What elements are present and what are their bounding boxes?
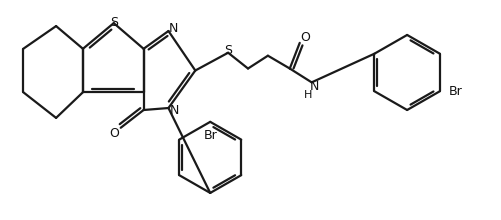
Text: Br: Br [203, 129, 216, 142]
Text: O: O [109, 127, 118, 140]
Text: S: S [110, 16, 118, 29]
Text: S: S [223, 44, 231, 57]
Text: N: N [309, 80, 319, 93]
Text: H: H [303, 90, 311, 100]
Text: N: N [168, 22, 178, 35]
Text: O: O [299, 31, 309, 44]
Text: N: N [169, 103, 179, 117]
Text: Br: Br [448, 85, 462, 98]
